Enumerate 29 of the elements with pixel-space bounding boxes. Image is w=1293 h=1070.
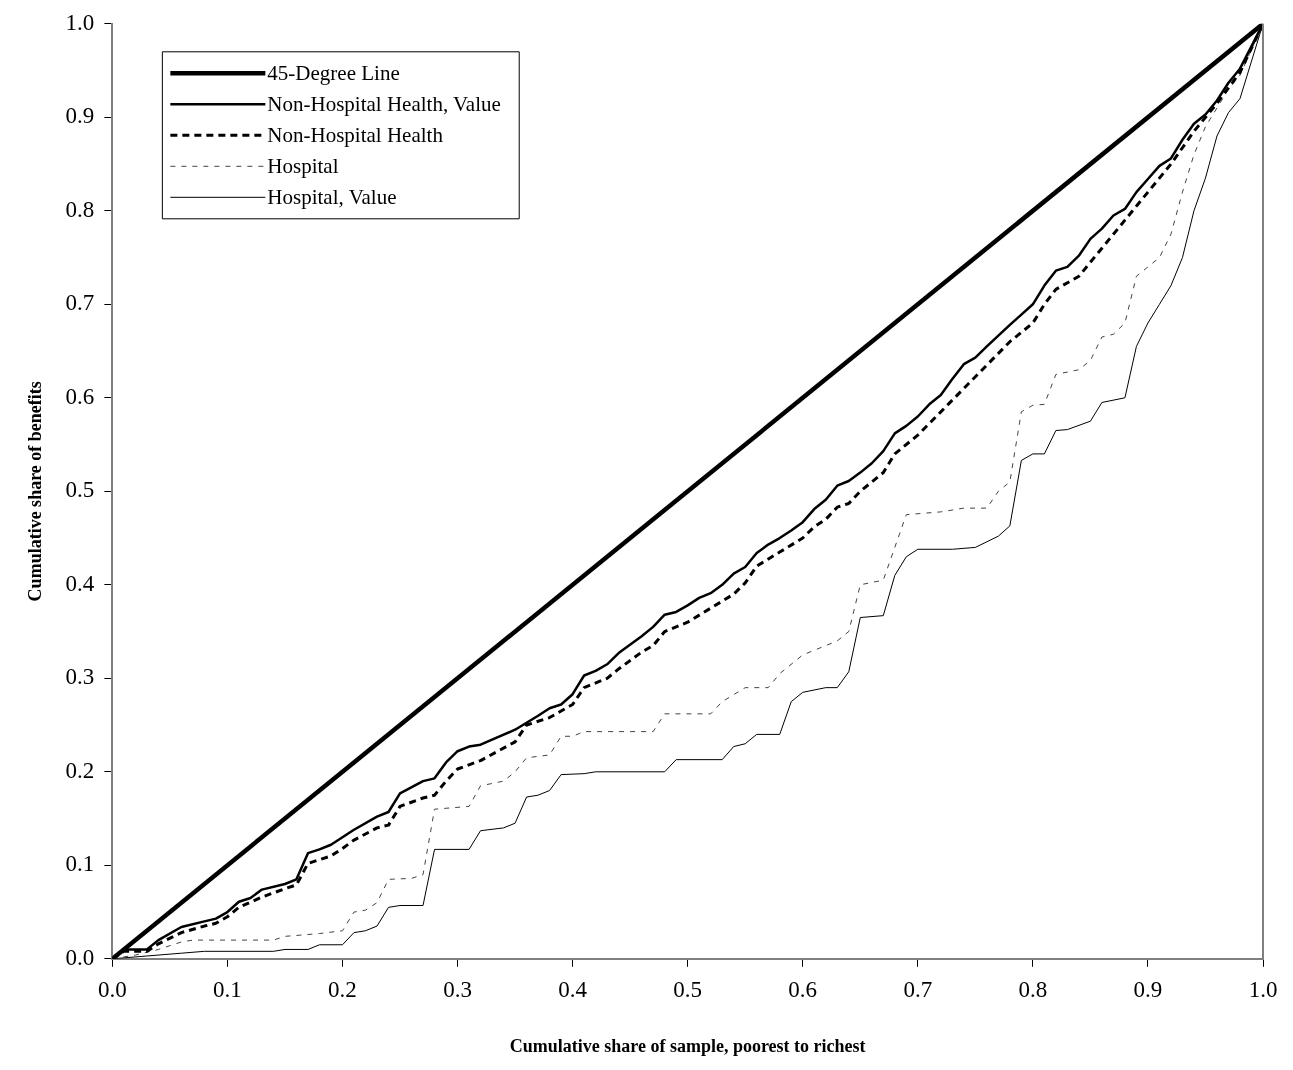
y-tick-label: 0.6: [65, 383, 95, 409]
x-tick-label: 0.1: [213, 976, 242, 1002]
x-tick-label: 0.2: [328, 976, 357, 1002]
x-tick-label: 0.0: [97, 976, 127, 1002]
x-tick-label: 0.7: [903, 976, 933, 1002]
y-axis-title: Cumulative share of benefits: [25, 381, 46, 602]
x-tick-label: 1.0: [1248, 976, 1278, 1002]
y-tick-label: 0.2: [65, 757, 95, 783]
y-tick-label: 0.5: [65, 477, 95, 503]
y-tick-label: 0.1: [65, 851, 95, 877]
x-tick-label: 0.6: [788, 976, 818, 1002]
legend-label: Non-Hospital Health, Value: [267, 91, 501, 116]
x-tick-label: 0.4: [558, 976, 588, 1002]
y-tick-label: 0.7: [65, 290, 95, 316]
y-tick-label: 0.8: [65, 196, 95, 222]
legend-label: Non-Hospital Health: [267, 122, 444, 147]
legend-label: 45-Degree Line: [267, 60, 400, 85]
legend-label: Hospital, Value: [267, 184, 397, 209]
x-tick-label: 0.8: [1018, 976, 1048, 1002]
y-tick-label: 1.0: [65, 9, 95, 35]
legend-label: Hospital: [267, 153, 339, 178]
y-tick-label: 0.4: [65, 570, 95, 596]
x-tick-label: 0.9: [1133, 976, 1163, 1002]
x-axis-title: Cumulative share of sample, poorest to richest: [509, 1035, 866, 1056]
y-tick-label: 0.9: [65, 103, 95, 129]
y-tick-label: 0.3: [65, 664, 95, 690]
x-tick-label: 0.3: [443, 976, 472, 1002]
y-tick-label: 0.0: [65, 944, 95, 970]
x-tick-label: 0.5: [673, 976, 703, 1002]
